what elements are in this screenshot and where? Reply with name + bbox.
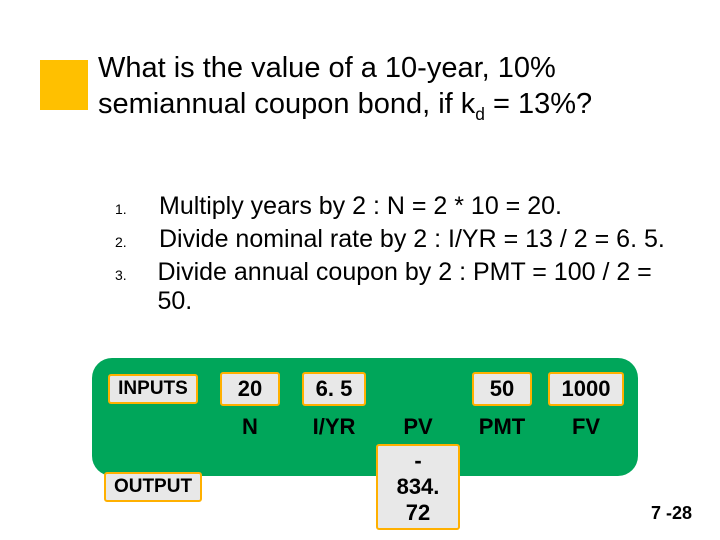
list-number: 1. <box>115 201 159 217</box>
column-label: PMT <box>460 414 544 440</box>
output-cell <box>460 444 544 530</box>
output-label-wrap: OUTPUT <box>100 472 206 502</box>
list-number: 3. <box>115 267 157 283</box>
input-cells: 20 6. 5 50 1000 <box>208 372 638 406</box>
output-cell <box>544 444 628 530</box>
output-cells: - 834. 72 <box>208 444 638 530</box>
steps-list: 1. Multiply years by 2 : N = 2 * 10 = 20… <box>115 192 675 320</box>
list-text: Divide annual coupon by 2 : PMT = 100 / … <box>157 258 675 316</box>
column-label: I/YR <box>292 414 376 440</box>
label-cells: N I/YR PV PMT FV <box>208 414 638 440</box>
inputs-row: INPUTS 20 6. 5 50 1000 <box>92 372 638 406</box>
column-label: N <box>208 414 292 440</box>
input-cell <box>376 372 460 406</box>
list-item: 1. Multiply years by 2 : N = 2 * 10 = 20… <box>115 192 675 221</box>
output-label: OUTPUT <box>104 472 202 502</box>
accent-bar <box>40 60 88 110</box>
input-cell: 20 <box>208 372 292 406</box>
page-number: 7 -28 <box>651 503 692 524</box>
input-cell: 50 <box>460 372 544 406</box>
calculator-panel: INPUTS 20 6. 5 50 1000 N I/YR PV PMT FV … <box>92 358 638 476</box>
inputs-label-wrap: INPUTS <box>100 374 206 404</box>
list-text: Multiply years by 2 : N = 2 * 10 = 20. <box>159 192 562 221</box>
list-item: 2. Divide nominal rate by 2 : I/YR = 13 … <box>115 225 675 254</box>
output-cell <box>208 444 292 530</box>
column-label: PV <box>376 414 460 440</box>
inputs-label: INPUTS <box>108 374 198 404</box>
list-item: 3. Divide annual coupon by 2 : PMT = 100… <box>115 258 675 316</box>
output-row: OUTPUT - 834. 72 <box>92 444 638 530</box>
list-number: 2. <box>115 234 159 250</box>
input-cell: 6. 5 <box>292 372 376 406</box>
list-text: Divide nominal rate by 2 : I/YR = 13 / 2… <box>159 225 665 254</box>
column-label: FV <box>544 414 628 440</box>
output-cell: - 834. 72 <box>376 444 460 530</box>
input-cell: 1000 <box>544 372 628 406</box>
labels-row: N I/YR PV PMT FV <box>92 414 638 440</box>
output-cell <box>292 444 376 530</box>
slide-title: What is the value of a 10-year, 10% semi… <box>98 50 658 126</box>
